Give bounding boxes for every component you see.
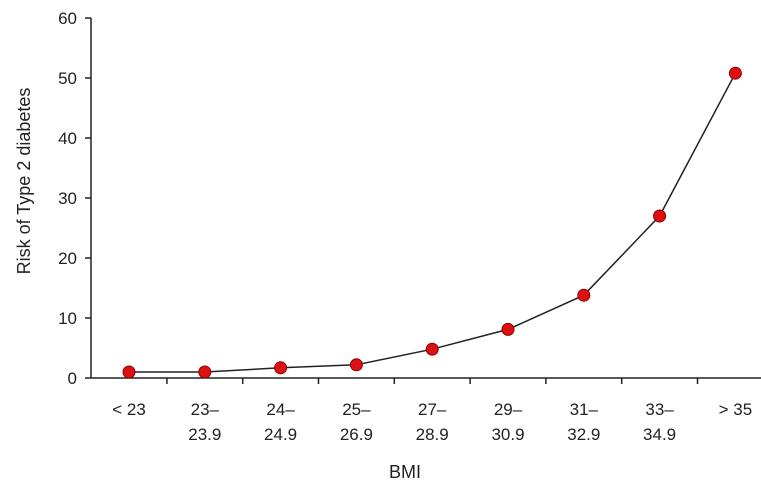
x-tick-label: 24– — [266, 400, 295, 419]
x-tick-label: 26.9 — [340, 425, 373, 444]
x-axis-title: BMI — [389, 462, 421, 482]
y-tick-label: 10 — [58, 309, 77, 328]
y-tick-label: 60 — [58, 9, 77, 28]
x-tick-label: 28.9 — [416, 425, 449, 444]
data-point — [122, 365, 136, 379]
data-point — [198, 365, 212, 379]
x-tick-label: 30.9 — [491, 425, 524, 444]
y-tick-label: 20 — [58, 249, 77, 268]
x-tick-label: 32.9 — [567, 425, 600, 444]
data-point — [728, 66, 742, 80]
data-point — [501, 322, 515, 336]
x-tick-label: 31– — [570, 400, 599, 419]
data-point — [577, 288, 591, 302]
x-tick-label: > 35 — [719, 400, 753, 419]
data-point — [425, 342, 439, 356]
x-axis: < 23 23– 23.9 24– 24.9 25– 26.9 27– 28.9 29– 30.9 3… — [91, 377, 761, 444]
y-axis-title: Risk of Type 2 diabetes — [14, 88, 34, 275]
x-tick-label: 34.9 — [643, 425, 676, 444]
x-tick-label: 25– — [342, 400, 371, 419]
y-axis: 0 10 20 30 40 50 60 — [58, 9, 92, 388]
y-tick-label: 50 — [58, 69, 77, 88]
series — [122, 66, 742, 379]
x-tick-label: 23.9 — [188, 425, 221, 444]
series-line — [129, 72, 737, 373]
x-tick-label: 24.9 — [264, 425, 297, 444]
x-tick-label: 23– — [191, 400, 220, 419]
data-point — [349, 358, 363, 372]
x-tick-label: 33– — [645, 400, 674, 419]
y-tick-label: 30 — [58, 189, 77, 208]
x-tick-label: < 23 — [112, 400, 146, 419]
y-tick-label: 40 — [58, 129, 77, 148]
x-tick-label: 29– — [494, 400, 523, 419]
x-tick-label: 27– — [418, 400, 447, 419]
data-point — [274, 361, 288, 375]
y-tick-label: 0 — [68, 369, 77, 388]
data-point — [653, 209, 667, 223]
